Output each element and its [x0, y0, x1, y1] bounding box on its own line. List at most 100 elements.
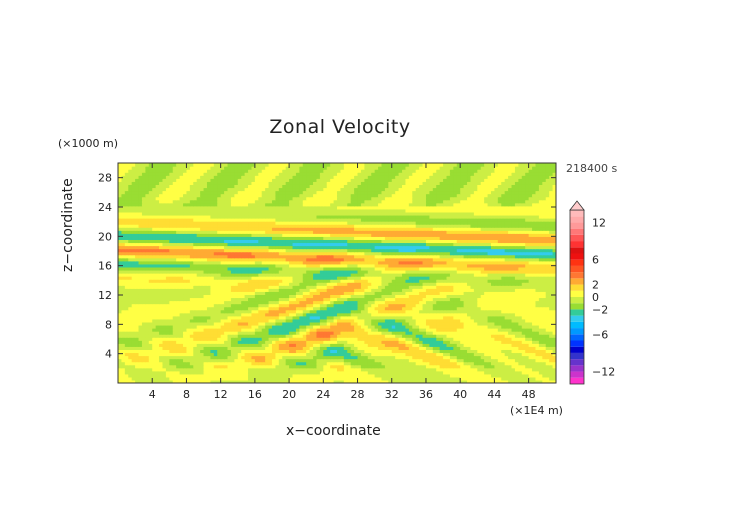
- field-cell: [367, 337, 372, 341]
- field-cell: [477, 358, 482, 363]
- field-cell: [514, 309, 519, 314]
- field-cell: [138, 312, 143, 317]
- field-cell: [347, 291, 352, 295]
- field-cell: [292, 343, 297, 347]
- field-cell: [381, 321, 386, 326]
- field-cell: [473, 343, 478, 347]
- field-cell: [456, 328, 461, 332]
- field-cell: [477, 266, 482, 271]
- field-cell: [343, 352, 348, 357]
- field-cell: [343, 269, 348, 274]
- field-cell: [364, 328, 369, 332]
- field-cell: [323, 379, 328, 383]
- field-cell: [323, 279, 328, 283]
- field-cell: [220, 321, 225, 326]
- field-cell: [388, 318, 393, 323]
- field-cell: [337, 321, 342, 326]
- field-cell: [521, 279, 526, 283]
- field-cell: [210, 309, 215, 314]
- field-cell: [131, 343, 136, 347]
- field-cell: [254, 318, 259, 323]
- field-cell: [354, 334, 359, 338]
- field-cell: [159, 306, 164, 311]
- field-cell: [412, 337, 417, 341]
- field-cell: [121, 269, 126, 274]
- field-cell: [118, 309, 123, 314]
- field-cell: [408, 324, 413, 329]
- field-cell: [206, 373, 211, 378]
- field-cell: [552, 266, 556, 271]
- field-cell: [183, 279, 188, 283]
- field-cell: [490, 303, 495, 308]
- field-cell: [302, 306, 307, 311]
- field-cell: [364, 303, 369, 308]
- field-cell: [347, 331, 352, 335]
- field-cell: [145, 370, 150, 375]
- field-cell: [354, 309, 359, 314]
- field-cell: [176, 324, 181, 329]
- field-cell: [306, 291, 311, 295]
- field-cell: [467, 318, 472, 323]
- field-cell: [514, 324, 519, 329]
- field-cell: [514, 263, 519, 268]
- field-cell: [391, 315, 396, 320]
- field-cell: [439, 321, 444, 326]
- field-cell: [419, 309, 424, 314]
- field-cell: [220, 291, 225, 295]
- field-cell: [261, 364, 266, 369]
- field-cell: [220, 352, 225, 357]
- field-cell: [408, 358, 413, 363]
- field-cell: [316, 355, 321, 360]
- field-cell: [289, 266, 294, 271]
- field-cell: [285, 358, 290, 363]
- field-cell: [316, 379, 321, 383]
- field-cell: [374, 352, 379, 357]
- field-cell: [415, 273, 420, 277]
- field-cell: [333, 331, 338, 335]
- field-cell: [532, 352, 537, 357]
- field-cell: [248, 288, 253, 292]
- field-cell: [234, 376, 239, 381]
- field-cell: [189, 266, 194, 271]
- field-cell: [422, 279, 427, 283]
- field-cell: [268, 358, 273, 363]
- field-cell: [299, 364, 304, 369]
- field-cell: [402, 266, 407, 271]
- field-cell: [289, 273, 294, 277]
- field-cell: [230, 297, 235, 302]
- field-cell: [528, 370, 533, 375]
- field-cell: [302, 334, 307, 338]
- field-cell: [504, 331, 509, 335]
- field-cell: [159, 370, 164, 375]
- field-cell: [261, 285, 266, 289]
- field-cell: [538, 312, 543, 317]
- field-cell: [453, 288, 458, 292]
- field-cell: [203, 303, 208, 308]
- field-cell: [528, 324, 533, 329]
- field-cell: [395, 309, 400, 314]
- field-cell: [429, 282, 434, 286]
- field-cell: [490, 346, 495, 350]
- field-cell: [152, 309, 157, 314]
- field-cell: [343, 306, 348, 311]
- field-cell: [538, 315, 543, 320]
- field-cell: [449, 358, 454, 363]
- field-cell: [552, 294, 556, 299]
- field-cell: [439, 294, 444, 299]
- field-cell: [367, 297, 372, 302]
- field-cell: [258, 279, 263, 283]
- field-cell: [477, 361, 482, 366]
- field-cell: [306, 340, 311, 344]
- field-cell: [419, 315, 424, 320]
- field-cell: [313, 297, 318, 302]
- field-cell: [220, 273, 225, 277]
- field-cell: [285, 309, 290, 314]
- field-cell: [227, 266, 232, 271]
- field-cell: [183, 285, 188, 289]
- field-cell: [354, 263, 359, 268]
- field-cell: [162, 324, 167, 329]
- field-cell: [330, 346, 335, 350]
- field-cell: [302, 279, 307, 283]
- field-cell: [429, 297, 434, 302]
- field-cell: [309, 318, 314, 323]
